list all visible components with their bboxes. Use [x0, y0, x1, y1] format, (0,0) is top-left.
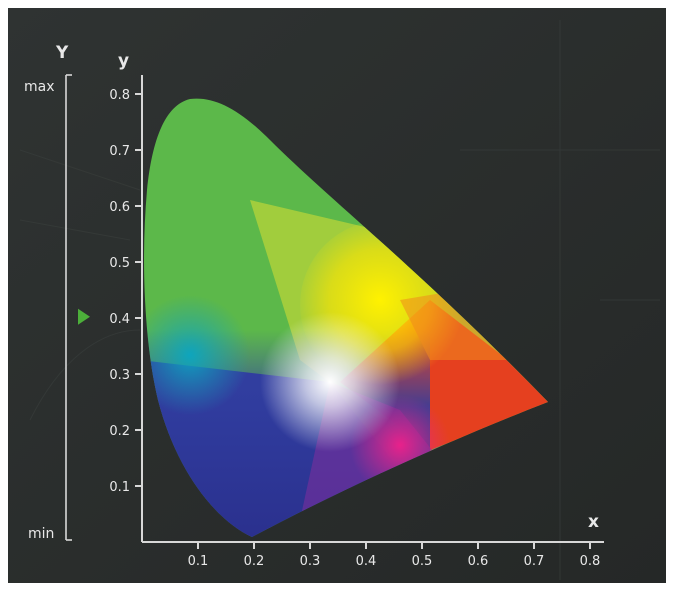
x-axis-tick-marks [197, 542, 591, 549]
x-tick-label: 0.5 [412, 554, 433, 569]
background-texture [19, 20, 660, 580]
luminance-marker [78, 308, 90, 325]
x-tick-label: 0.3 [300, 554, 321, 569]
luminance-max-label: max [24, 79, 55, 95]
x-tick-label: 0.7 [524, 554, 545, 569]
y-axis-tick-marks [135, 93, 142, 487]
y-tick-label: 0.6 [109, 200, 130, 215]
x-tick-label: 0.2 [244, 554, 265, 569]
x-tick-label: 0.6 [468, 554, 489, 569]
x-axis-title: x [588, 512, 599, 532]
y-axis-tick-labels: 0.1 0.2 0.3 0.4 0.5 0.6 0.7 0.8 [109, 88, 130, 495]
y-tick-label: 0.5 [109, 256, 130, 271]
luminance-scale-bracket [65, 74, 72, 541]
y-tick-label: 0.3 [109, 368, 130, 383]
y-axis-title: y [118, 51, 129, 71]
y-tick-label: 0.2 [109, 424, 130, 439]
x-tick-label: 0.1 [188, 554, 209, 569]
y-tick-label: 0.8 [109, 88, 130, 103]
y-tick-label: 0.4 [109, 312, 130, 327]
x-tick-label: 0.8 [580, 554, 601, 569]
x-axis-tick-labels: 0.1 0.2 0.3 0.4 0.5 0.6 0.7 0.8 [188, 554, 601, 569]
y-tick-label: 0.7 [109, 144, 130, 159]
luminance-scale-title: Y [55, 43, 69, 63]
axes [141, 75, 604, 543]
luminance-min-label: min [28, 526, 54, 542]
y-tick-label: 0.1 [109, 480, 130, 495]
x-tick-label: 0.4 [356, 554, 377, 569]
